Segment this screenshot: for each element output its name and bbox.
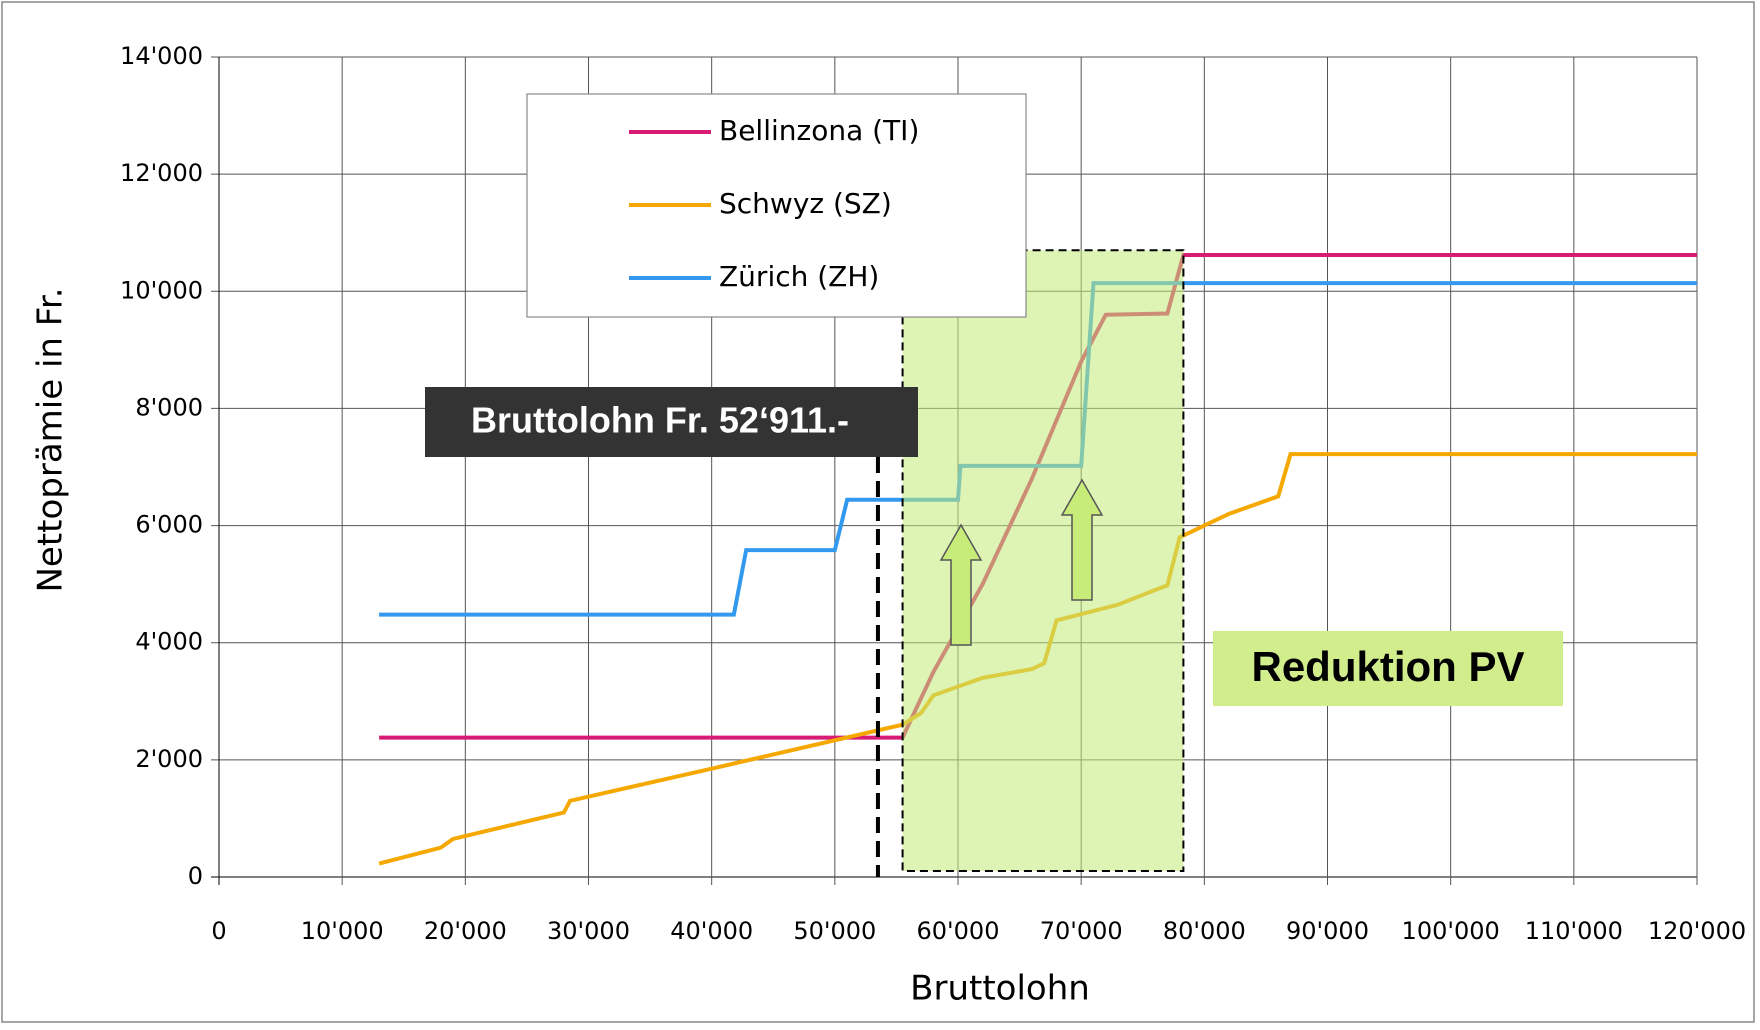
reference-box [425,387,918,457]
y-tick-label: 14'000 [120,42,203,70]
x-tick-label: 40'000 [670,917,753,945]
arrow [1060,478,1104,601]
legend-label: Bellinzona (TI) [719,114,919,147]
legend-label: Zürich (ZH) [719,260,879,293]
legend [526,93,1027,318]
highlight-label: Reduktion PV [1251,643,1524,690]
y-tick-label: 8'000 [135,393,203,421]
y-tick-label: 12'000 [120,159,203,187]
y-tick-label: 10'000 [120,276,203,304]
x-tick-label: 110'000 [1525,917,1623,945]
x-tick-label: 60'000 [917,917,1000,945]
x-tick-label: 0 [211,917,226,945]
y-axis-title: Nettoprämie in Fr. [31,287,71,592]
arrow [939,523,983,646]
x-tick-label: 70'000 [1040,917,1123,945]
highlight-box [1213,631,1563,706]
y-tick-label: 6'000 [135,511,203,539]
legend-label: Schwyz (SZ) [719,187,892,220]
y-tick-label: 4'000 [135,628,203,656]
x-axis-title: Bruttolohn [910,969,1090,1009]
x-tick-label: 80'000 [1163,917,1246,945]
y-tick-label: 2'000 [135,745,203,773]
x-tick-label: 120'000 [1648,917,1746,945]
x-tick-label: 30'000 [547,917,630,945]
x-tick-label: 90'000 [1286,917,1369,945]
x-tick-label: 50'000 [793,917,876,945]
y-tick-label: 0 [188,862,203,890]
x-tick-label: 10'000 [301,917,384,945]
x-tick-label: 20'000 [424,917,507,945]
reference-label: Bruttolohn Fr. 52‘911.- [471,400,849,441]
x-tick-label: 100'000 [1402,917,1500,945]
